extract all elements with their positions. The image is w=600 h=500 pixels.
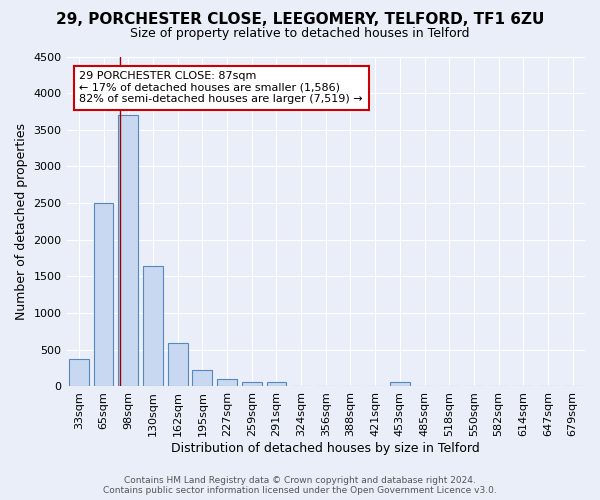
Bar bbox=[193, 370, 212, 386]
Bar bbox=[217, 379, 237, 386]
Bar bbox=[168, 343, 188, 386]
Bar bbox=[118, 115, 138, 386]
Text: 29, PORCHESTER CLOSE, LEEGOMERY, TELFORD, TF1 6ZU: 29, PORCHESTER CLOSE, LEEGOMERY, TELFORD… bbox=[56, 12, 544, 28]
Y-axis label: Number of detached properties: Number of detached properties bbox=[15, 123, 28, 320]
X-axis label: Distribution of detached houses by size in Telford: Distribution of detached houses by size … bbox=[172, 442, 480, 455]
Text: Size of property relative to detached houses in Telford: Size of property relative to detached ho… bbox=[130, 28, 470, 40]
Bar bbox=[242, 382, 262, 386]
Bar bbox=[266, 382, 286, 386]
Text: Contains HM Land Registry data © Crown copyright and database right 2024.
Contai: Contains HM Land Registry data © Crown c… bbox=[103, 476, 497, 495]
Text: 29 PORCHESTER CLOSE: 87sqm
← 17% of detached houses are smaller (1,586)
82% of s: 29 PORCHESTER CLOSE: 87sqm ← 17% of deta… bbox=[79, 71, 363, 104]
Bar bbox=[69, 359, 89, 386]
Bar bbox=[390, 382, 410, 386]
Bar bbox=[143, 266, 163, 386]
Bar bbox=[94, 203, 113, 386]
